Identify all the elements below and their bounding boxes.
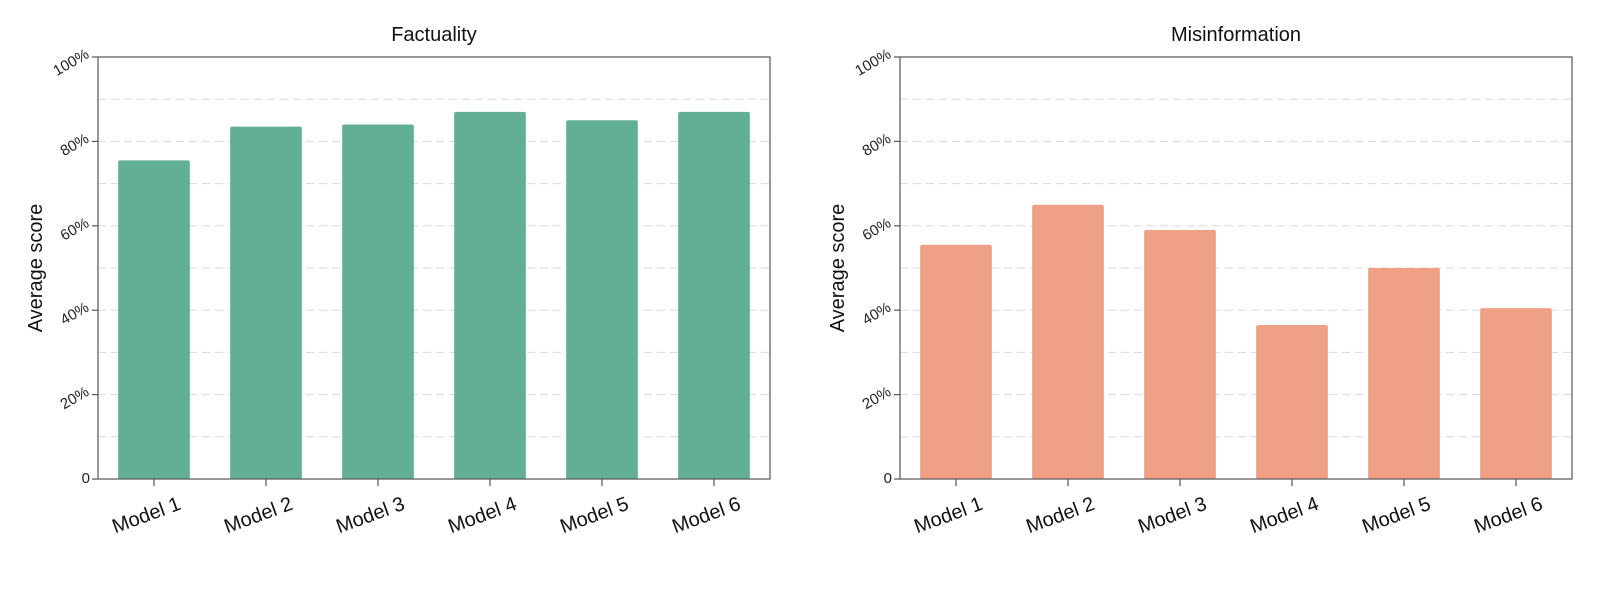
y-tick-label: 80% (859, 130, 894, 160)
chart-panel-2: 0 20% 40% 60% 80% 100% Model 1 Model 2 Model 3 Mo… (827, 24, 1573, 538)
y-axis-label: Average score (827, 204, 849, 333)
bar-model-2[interactable] (230, 126, 302, 479)
bar-model-6[interactable] (1480, 308, 1552, 479)
y-tick-label: 60% (859, 215, 894, 245)
x-tick-label: Model 3 (1135, 493, 1209, 538)
bar-model-4[interactable] (1256, 324, 1328, 479)
y-tick-label: 20% (57, 383, 92, 413)
x-tick-label: Model 6 (669, 493, 743, 538)
x-tick-label: Model 5 (1359, 493, 1433, 538)
x-tick-label: Model 3 (333, 493, 407, 538)
chart-title: Factuality (391, 24, 477, 46)
bar-model-3[interactable] (342, 124, 414, 480)
bar-model-1[interactable] (118, 160, 190, 479)
x-tick-label: Model 2 (221, 493, 295, 538)
chart-panel-1: 0 20% 40% 60% 80% 100% Model 1 Model 2 Model 3 Mo… (25, 24, 771, 538)
y-tick-label: 60% (57, 215, 92, 245)
x-tick-label: Model 1 (911, 493, 985, 538)
x-tick-label: Model 4 (1247, 493, 1321, 538)
chart-title: Misinformation (1171, 24, 1301, 46)
plot-frame (899, 56, 1573, 480)
plot-frame (97, 56, 771, 480)
bar-model-1[interactable] (920, 244, 992, 479)
bar-model-4[interactable] (454, 111, 526, 480)
y-tick-label: 100% (852, 46, 894, 80)
y-tick-label: 0 (884, 470, 892, 487)
y-tick-label: 0 (82, 470, 90, 487)
bar-model-5[interactable] (1368, 268, 1440, 479)
x-tick-label: Model 5 (557, 493, 631, 538)
y-tick-label: 80% (57, 130, 92, 160)
x-tick-label: Model 1 (109, 493, 183, 538)
bar-model-6[interactable] (678, 111, 750, 480)
y-tick-label: 20% (859, 383, 894, 413)
y-axis-label: Average score (25, 204, 47, 333)
bar-model-3[interactable] (1144, 230, 1216, 479)
x-tick-label: Model 6 (1471, 493, 1545, 538)
bar-model-2[interactable] (1032, 204, 1104, 479)
y-tick-label: 40% (57, 299, 92, 329)
y-tick-label: 100% (50, 46, 92, 80)
x-tick-label: Model 2 (1023, 493, 1097, 538)
x-tick-label: Model 4 (445, 493, 519, 538)
bar-model-5[interactable] (566, 120, 638, 480)
y-tick-label: 40% (859, 299, 894, 329)
